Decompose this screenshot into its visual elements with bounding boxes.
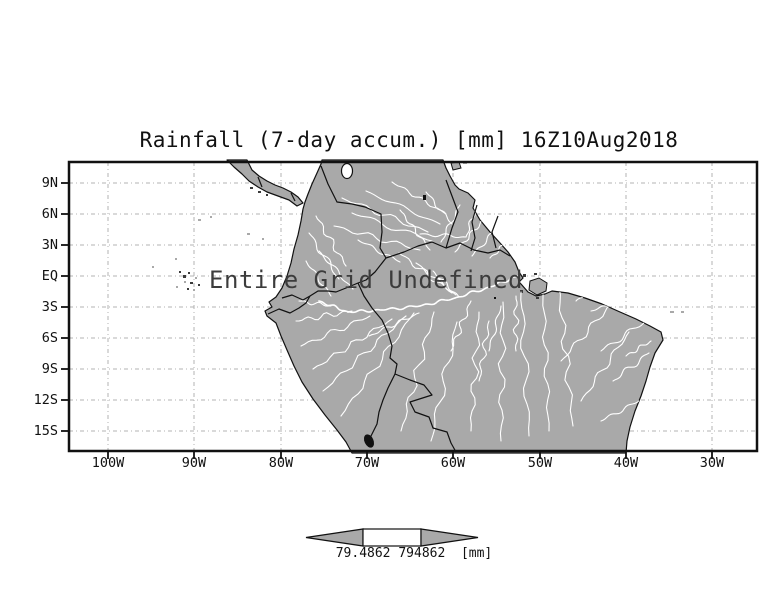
- river-line: [295, 310, 353, 322]
- lon-tick-label: 100W: [91, 455, 125, 471]
- country-borders: [257, 165, 511, 453]
- amazon-river-trunk: [419, 297, 456, 307]
- lat-tick-label: 15S: [33, 422, 58, 439]
- river-line: [322, 315, 407, 392]
- amazon-river-trunk: [454, 286, 491, 299]
- amazon-river-trunk: [489, 275, 519, 288]
- lat-tick-label: 6S: [41, 329, 58, 346]
- lon-tick-label: 30W: [699, 455, 725, 471]
- lon-tick-label: 60W: [440, 455, 466, 471]
- river-line: [580, 331, 630, 402]
- river-line: [612, 352, 650, 382]
- marajo-island: [528, 277, 548, 296]
- river-line: [440, 204, 461, 243]
- river-line: [575, 280, 602, 302]
- river-line: [469, 311, 481, 432]
- amazon-river-trunk: [381, 305, 421, 311]
- river-line: [497, 301, 507, 442]
- lon-tick-label: 50W: [527, 455, 553, 471]
- river-line: [357, 239, 401, 263]
- colorbar-label: 79.4862 794862 [mm]: [335, 546, 493, 561]
- river-line: [368, 312, 420, 337]
- amazon-river-trunk: [347, 308, 383, 314]
- river-line: [315, 215, 347, 267]
- river-line: [399, 209, 431, 251]
- axis-ticks: [61, 182, 713, 459]
- central-america-strip: [226, 159, 304, 207]
- amazon-river-trunk: [318, 300, 349, 313]
- lat-tick-label: 9N: [41, 174, 58, 191]
- river-line: [432, 270, 460, 298]
- colorbar: [305, 528, 479, 547]
- lon-tick-label: 80W: [268, 455, 294, 471]
- lon-tick-label: 70W: [354, 455, 380, 471]
- river-line: [308, 232, 340, 280]
- small-dot: [494, 297, 496, 299]
- river-line: [425, 191, 453, 225]
- river-line: [298, 300, 332, 307]
- river-line: [305, 260, 332, 297]
- grid-undefined-message: Entire Grid Undefined: [209, 266, 523, 294]
- river-line: [365, 190, 441, 225]
- plot-title: Rainfall (7-day accum.) [mm] 16Z10Aug201…: [139, 128, 679, 152]
- lat-tick-label: 3S: [41, 298, 58, 315]
- river-line: [558, 286, 574, 427]
- ocean-specks: [152, 187, 684, 313]
- small-lake: [423, 195, 426, 200]
- colorbar-left-arrow: [305, 528, 364, 547]
- landmass: [152, 159, 684, 454]
- river-line: [512, 295, 520, 352]
- colorbar-segment: [362, 528, 422, 547]
- south-america-landmass: [264, 159, 664, 454]
- river-line: [351, 212, 433, 242]
- river-line: [600, 320, 647, 352]
- lon-tick-label: 40W: [613, 455, 639, 471]
- river-line: [400, 311, 435, 432]
- lat-tick-label: 9S: [41, 360, 58, 377]
- river-line: [312, 318, 393, 370]
- lat-tick-label: 3N: [41, 236, 58, 253]
- river-line: [300, 315, 371, 347]
- lat-tick-label: 12S: [33, 391, 58, 408]
- river-line: [318, 250, 354, 290]
- colorbar-right-arrow: [420, 528, 479, 547]
- lat-tick-label: 6N: [41, 205, 58, 222]
- river-line: [478, 320, 490, 382]
- river-line: [430, 321, 458, 442]
- river-line: [333, 225, 421, 251]
- river-line: [560, 301, 614, 362]
- river-line: [488, 305, 502, 352]
- river-line: [520, 291, 530, 437]
- river-line: [600, 400, 640, 422]
- river-line: [454, 215, 488, 253]
- lat-tick-label: EQ: [41, 267, 58, 284]
- river-line: [625, 340, 652, 357]
- lon-tick-label: 90W: [181, 455, 207, 471]
- river-line: [450, 300, 472, 352]
- river-line: [419, 233, 467, 239]
- lake-maracaibo: [340, 162, 354, 180]
- river-line: [340, 312, 415, 417]
- galapagos-islands: [176, 271, 200, 291]
- river-line: [415, 262, 457, 296]
- river-line: [541, 289, 551, 432]
- amazon-delta-specks: [520, 273, 539, 299]
